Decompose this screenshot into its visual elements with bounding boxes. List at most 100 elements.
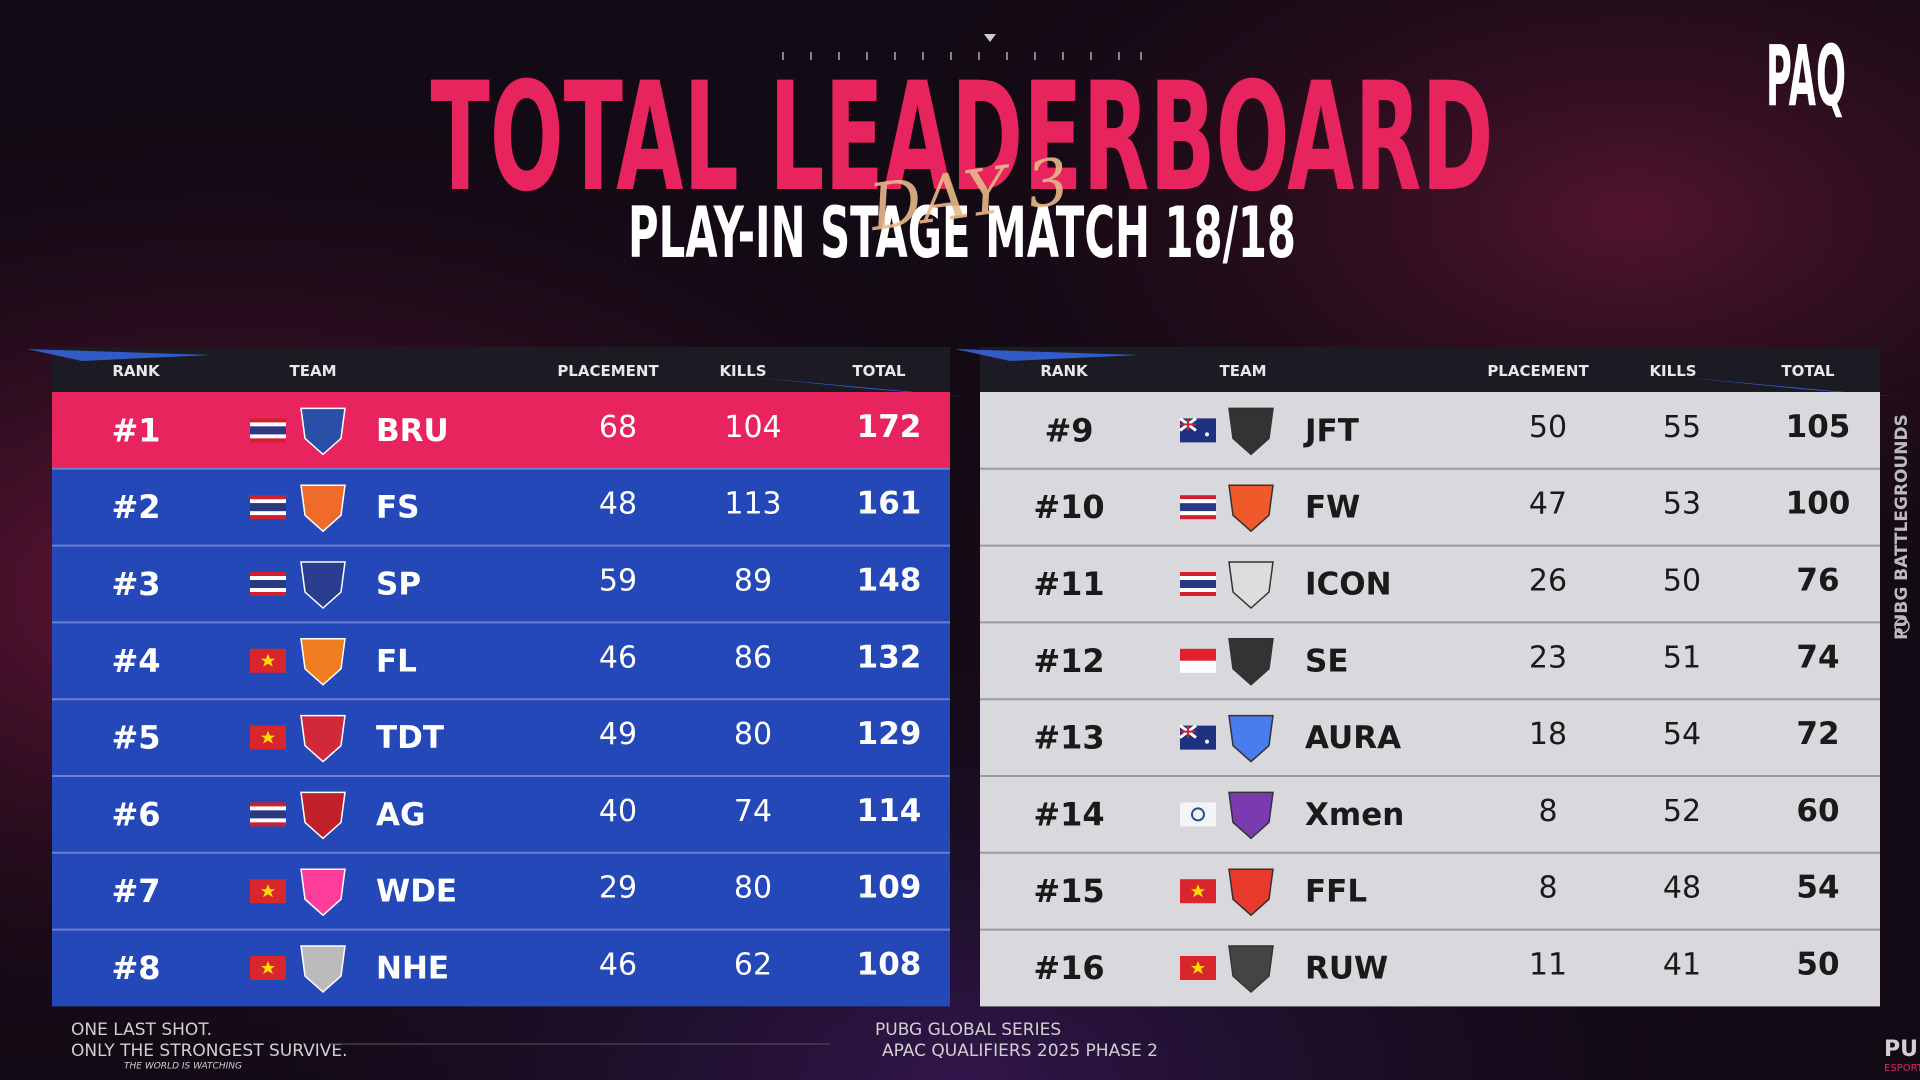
column-header: TOTAL: [852, 362, 906, 380]
tagline: ONLY THE STRONGEST SURVIVE.: [71, 1041, 348, 1061]
rank: #12: [1033, 642, 1104, 680]
standings-table: RANK TEAM PLACEMENT KILLS TOTAL #1 BRU 68 104 172…: [27, 347, 970, 1007]
placement: 59: [599, 564, 637, 599]
kills: 53: [1663, 487, 1701, 522]
table-row: #2 FS 48 113 161: [52, 467, 950, 546]
title: TOTAL LEADERBOARD: [431, 51, 1494, 225]
flag-stripe: [250, 434, 286, 439]
team-logo: [1228, 561, 1274, 610]
team-logo: [1228, 868, 1274, 917]
rank: #8: [111, 949, 160, 987]
row-background: [980, 545, 1880, 623]
flag-stripe: [250, 511, 286, 516]
total: 129: [857, 716, 922, 752]
row-background: [980, 852, 1880, 930]
rank: #9: [1044, 411, 1093, 449]
header-accent: [27, 349, 212, 361]
flag-stripe: [250, 515, 286, 520]
team-logo: [1228, 714, 1274, 763]
flag-star: [1191, 961, 1205, 974]
rank: #2: [111, 488, 160, 526]
row-background: [52, 622, 950, 700]
corner-logo: PUBG: [1884, 1037, 1920, 1062]
column-header: PLACEMENT: [557, 362, 659, 380]
flag-stripe: [1180, 515, 1216, 520]
rank: #13: [1033, 719, 1104, 757]
rank: #6: [111, 795, 160, 833]
tables: RANK TEAM PLACEMENT KILLS TOTAL #1 BRU 68 104 172…: [27, 347, 1900, 1007]
team-name: AG: [376, 797, 425, 833]
top-ticks: [782, 52, 1142, 60]
rank: #5: [111, 719, 160, 757]
flag-stripe: [1180, 503, 1216, 512]
flag-star: [261, 884, 275, 898]
total: 74: [1796, 639, 1839, 675]
team-name: JFT: [1303, 413, 1359, 449]
tagline-script: THE WORLD IS WATCHING: [124, 1062, 242, 1072]
team-name: FS: [376, 490, 420, 526]
table-row: #4 FL 46 86 132: [52, 621, 950, 700]
team-name: SE: [1305, 643, 1349, 679]
team-logo: [300, 791, 346, 840]
rank: #10: [1033, 488, 1104, 526]
row-background: [980, 699, 1880, 776]
total: 148: [857, 563, 922, 599]
flag-stripe: [250, 822, 286, 827]
tagline: ONE LAST SHOT.: [71, 1020, 212, 1040]
table-row: #11 ICON 26 50 76: [980, 544, 1880, 623]
team-logo: [300, 561, 346, 610]
team-logo: [300, 868, 346, 917]
flag-star: [261, 653, 275, 667]
flag-stripe: [1180, 511, 1216, 516]
total: 108: [857, 947, 922, 983]
flag-stripe: [250, 576, 286, 580]
kills: 50: [1663, 564, 1701, 599]
column-header: KILLS: [719, 362, 766, 380]
kills: 54: [1663, 717, 1701, 752]
placement: 18: [1529, 717, 1567, 752]
placement: 49: [599, 717, 637, 752]
table-row: #10 FW 47 53 100: [980, 467, 1880, 546]
flag-stripe: [250, 426, 286, 435]
rank: #15: [1033, 872, 1104, 910]
flag-star: [261, 961, 275, 974]
flag: [1180, 802, 1216, 827]
flag-stripe: [1180, 588, 1216, 592]
table-row: #15 FFL 8 48 54: [980, 851, 1880, 930]
flag-stripe: [250, 499, 286, 504]
flag-stripe: [1180, 499, 1216, 504]
table-row: #16 RUW 11 41 50: [980, 928, 1880, 1007]
side-label: PUBG BATTLEGROUNDS: [1892, 414, 1912, 640]
table-header: [980, 347, 1880, 392]
placement: 48: [599, 487, 637, 522]
kills: 41: [1663, 948, 1701, 983]
total: 50: [1796, 947, 1839, 983]
placement: 46: [599, 948, 637, 983]
flag-star: [1205, 432, 1209, 437]
brand-logo: PAQ: [1766, 27, 1846, 125]
flag-emblem: [1191, 807, 1205, 822]
column-header: KILLS: [1649, 362, 1696, 380]
flag-stripe: [250, 592, 286, 596]
team-name: BRU: [376, 413, 449, 449]
kills: 74: [734, 794, 772, 829]
event-label: APAC QUALIFIERS 2025 PHASE 2: [882, 1041, 1158, 1061]
kills: 104: [724, 410, 781, 445]
column-header: TEAM: [1219, 362, 1266, 380]
total: 105: [1786, 409, 1851, 445]
placement: 8: [1538, 794, 1557, 829]
row-background: [980, 392, 1880, 469]
flag-stripe: [250, 418, 286, 423]
column-header: PLACEMENT: [1487, 362, 1589, 380]
placement: 11: [1529, 948, 1567, 983]
flag: [1180, 648, 1216, 661]
row-background: [980, 622, 1880, 700]
flag-stripe: [250, 588, 286, 592]
rank: #4: [111, 642, 160, 680]
team-name: Xmen: [1305, 797, 1404, 833]
rank: #7: [111, 872, 160, 910]
row-background: [52, 699, 950, 776]
rank: #1: [111, 411, 160, 449]
